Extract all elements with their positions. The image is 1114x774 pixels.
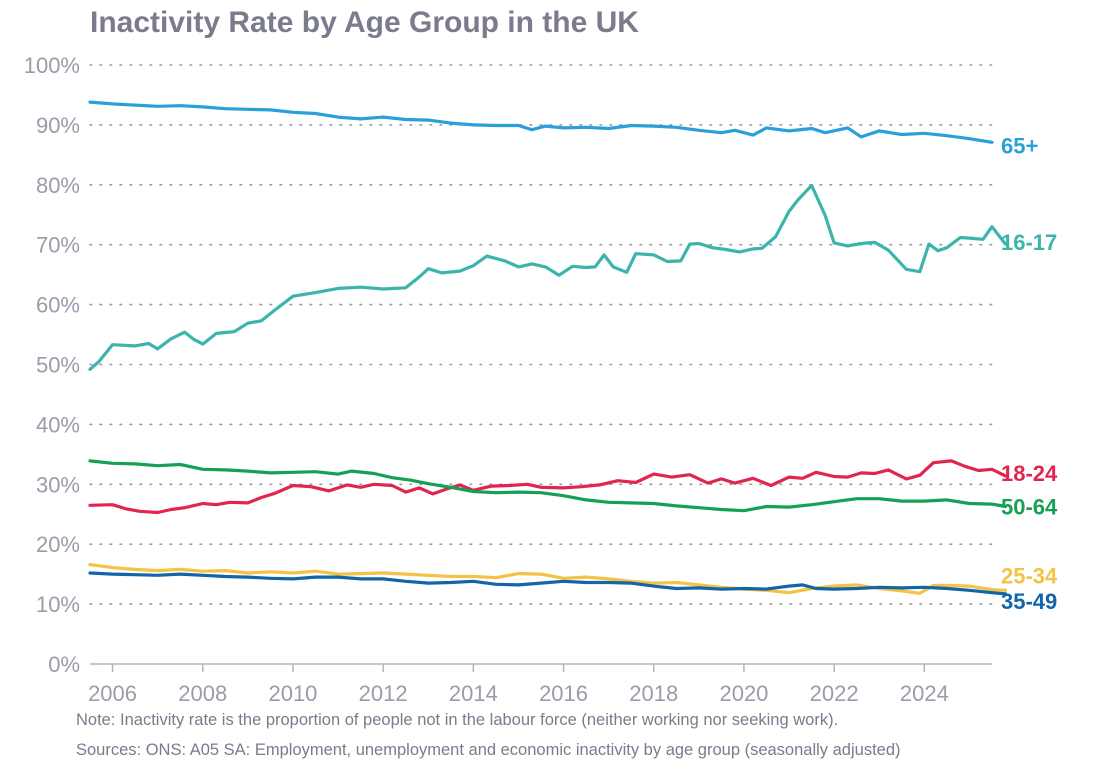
y-tick-label: 0% (48, 652, 80, 677)
chart-note: Note: Inactivity rate is the proportion … (76, 711, 839, 729)
series-label-18-24: 18-24 (1001, 461, 1058, 486)
y-tick-label: 70% (36, 233, 80, 258)
y-tick-label: 30% (36, 472, 80, 497)
x-tick-label: 2020 (719, 681, 768, 706)
gridlines (89, 64, 993, 605)
series-lines (88, 100, 1008, 596)
series-label-35-49: 35-49 (1001, 589, 1057, 614)
x-tick-label: 2008 (178, 681, 227, 706)
series-label-65+: 65+ (1001, 133, 1038, 158)
x-tick-label: 2018 (629, 681, 678, 706)
series-label-16-17: 16-17 (1001, 230, 1057, 255)
series-label-25-34: 25-34 (1001, 563, 1058, 588)
y-tick-label: 100% (24, 53, 80, 78)
x-tick-label: 2022 (810, 681, 859, 706)
chart-source: Sources: ONS: A05 SA: Employment, unempl… (76, 741, 901, 759)
y-tick-label: 50% (36, 353, 80, 378)
chart-title: Inactivity Rate by Age Group in the UK (90, 6, 639, 39)
x-tick-label: 2010 (268, 681, 317, 706)
y-tick-label: 90% (36, 113, 80, 138)
series-line-50-64 (88, 459, 1008, 513)
y-tick-label: 40% (36, 412, 80, 437)
y-tick-label: 20% (36, 532, 80, 557)
series-line-18-24 (88, 459, 1008, 515)
x-tick-label: 2016 (539, 681, 588, 706)
axes: 0% 10% 20% 30% 40% 50% 60% 70% 80% 90% 100% 2006 200… (24, 53, 992, 706)
x-tick-label: 2024 (900, 681, 949, 706)
series-line-16-17 (88, 183, 1008, 371)
series-line-65+ (88, 100, 994, 144)
x-tick-label: 2014 (449, 681, 498, 706)
series-line-35-49 (88, 571, 1008, 596)
y-tick-label: 80% (36, 173, 80, 198)
y-tick-label: 60% (36, 293, 80, 318)
x-tick-label: 2012 (359, 681, 408, 706)
y-tick-label: 10% (36, 592, 80, 617)
x-tick-label: 2006 (88, 681, 137, 706)
series-label-50-64: 50-64 (1001, 494, 1058, 519)
